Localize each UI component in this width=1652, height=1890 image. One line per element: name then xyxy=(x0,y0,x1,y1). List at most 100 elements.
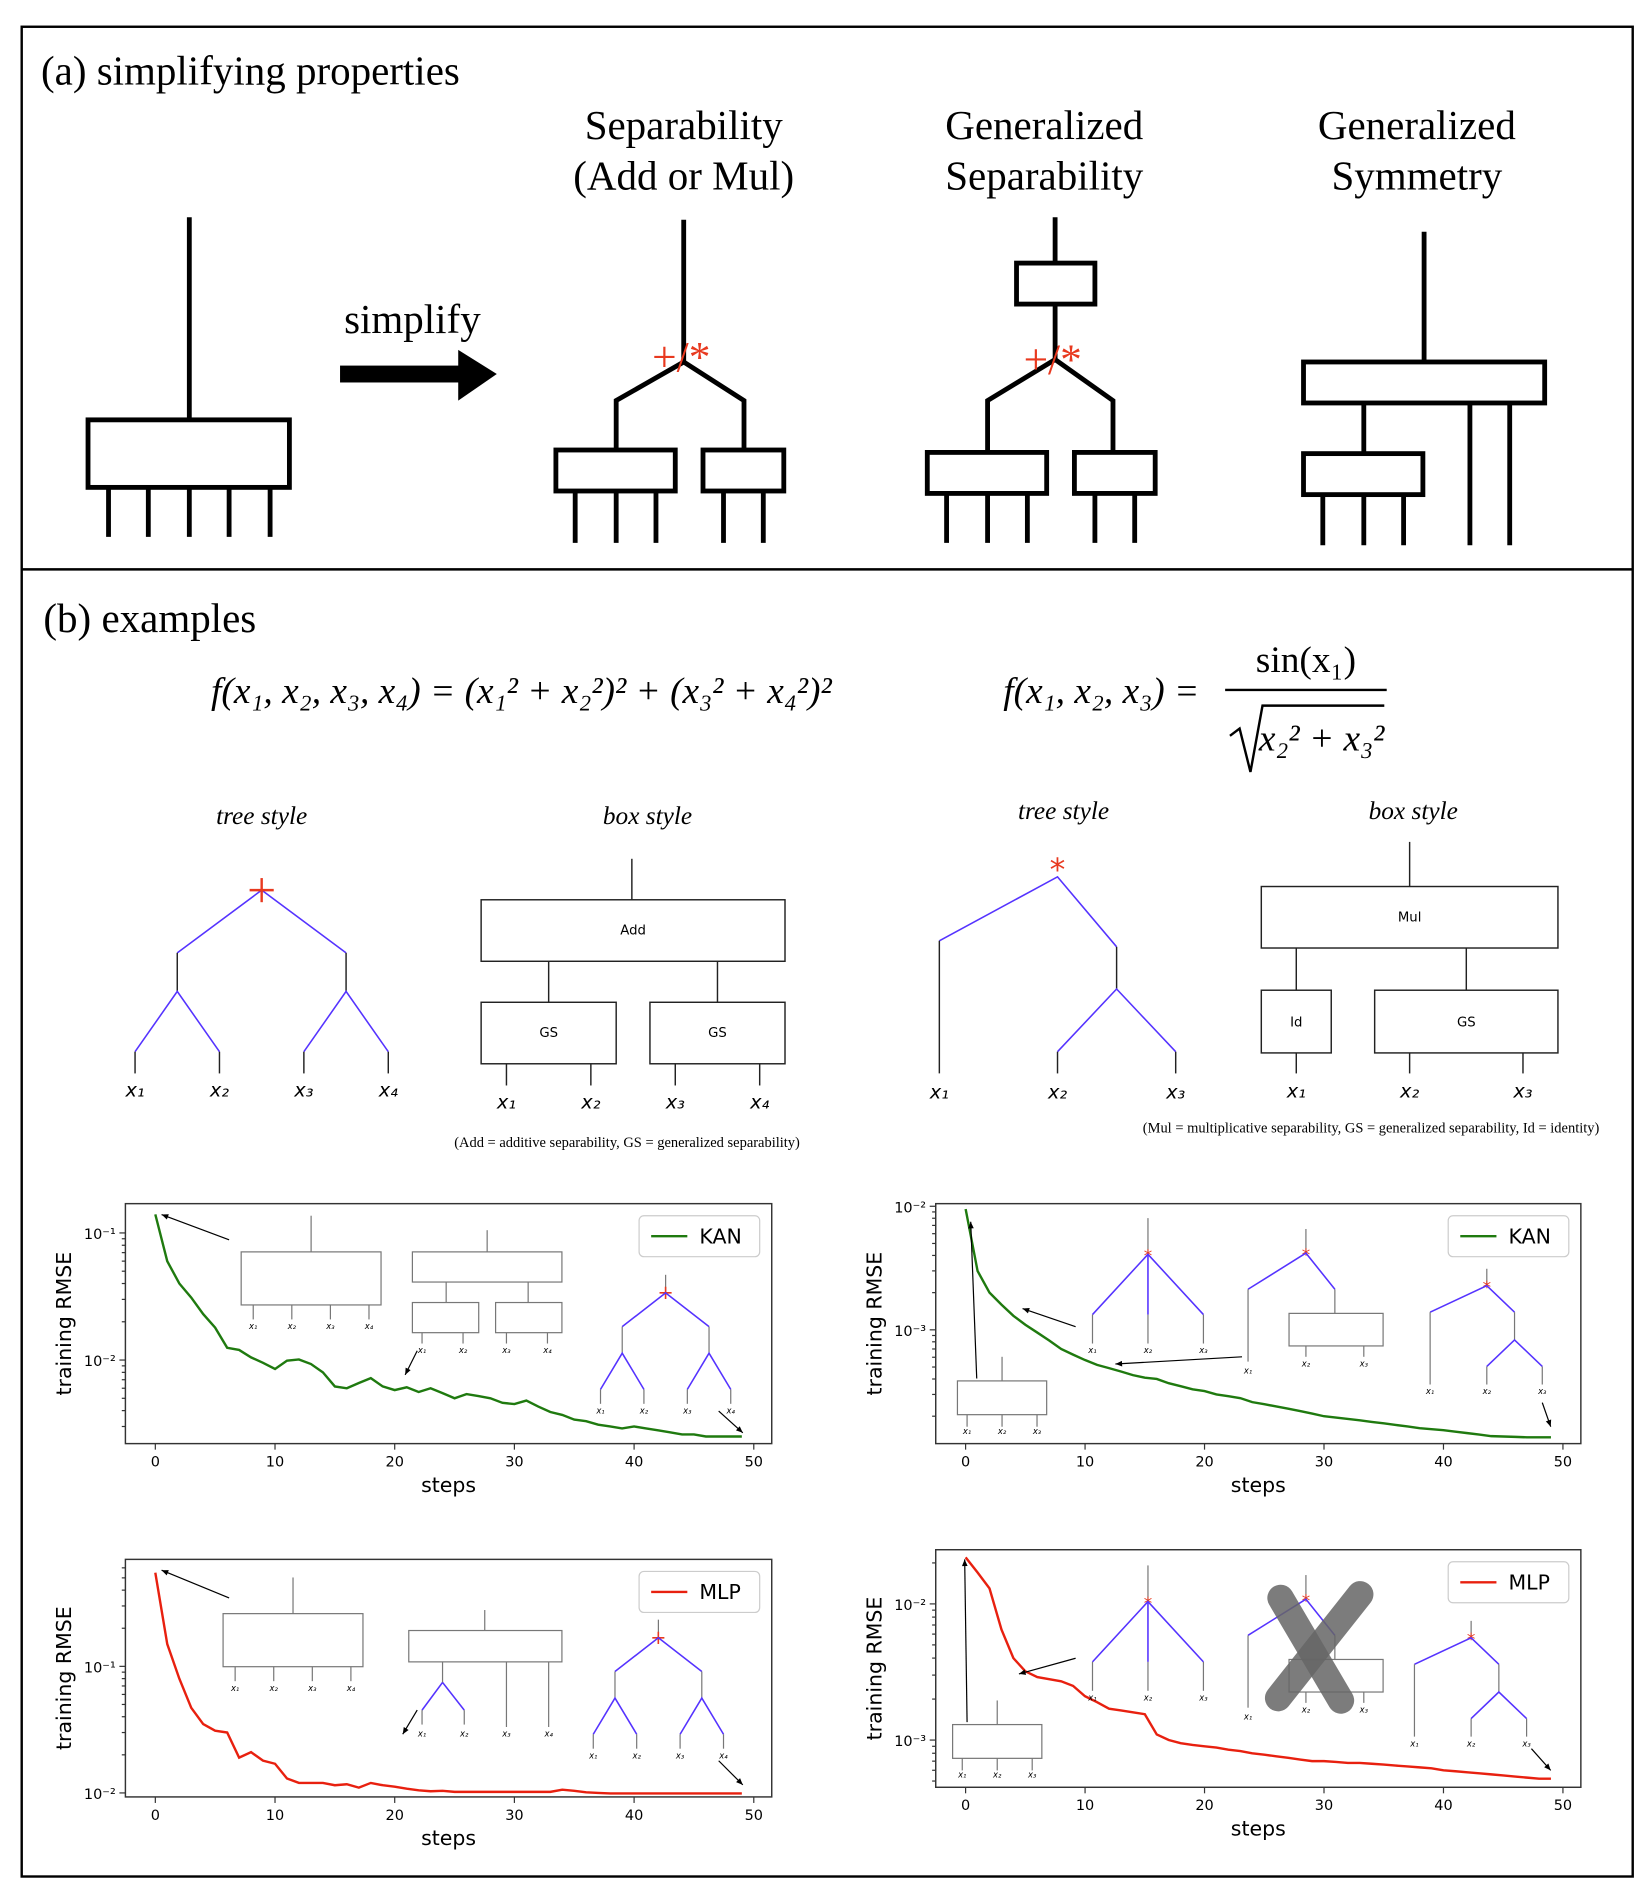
plot-area xyxy=(935,1202,1582,1445)
box-diagram-2: Mul Id GS x₁ x₂ x₃ (Mul = multiplicative… xyxy=(1143,841,1600,1137)
figure-border xyxy=(20,25,1634,1878)
annotation-arrow xyxy=(964,1559,968,1723)
chart-1: 0 10 20 30 40 50 10⁻¹ 10⁻² steps training RMSE KAN xyxy=(52,1202,773,1497)
x-tick-label: 10 xyxy=(266,1808,284,1824)
plot-area xyxy=(124,1202,773,1445)
gs-box-label: GS xyxy=(708,1026,727,1041)
inset-var-label: x₁ xyxy=(588,1750,597,1760)
arrow-head-icon xyxy=(402,1727,409,1735)
inset-tree-edge xyxy=(614,1636,703,1673)
inset-var-label: x₁ xyxy=(1425,1386,1434,1396)
arrow-head-icon xyxy=(1115,1360,1123,1367)
id-box-label: Id xyxy=(1290,1015,1302,1030)
x-tick-label: 20 xyxy=(386,1808,404,1824)
tree-style-label-1: tree style xyxy=(216,802,307,830)
legend: KAN xyxy=(1447,1215,1570,1258)
equation-2-numerator: sin(x₁) xyxy=(1256,640,1356,681)
x-tick-label: 20 xyxy=(386,1455,404,1471)
gs-box-label: GS xyxy=(1457,1015,1476,1030)
legend-label: MLP xyxy=(699,1580,740,1604)
col1-title-2: (Add or Mul) xyxy=(573,153,794,199)
y-tick-label: 10⁻³ xyxy=(894,1324,926,1340)
inset-var-label: x₃ xyxy=(675,1750,685,1760)
var-label: x₁ xyxy=(496,1090,516,1113)
inset-var-label: x₂ xyxy=(1482,1386,1492,1396)
inset-box xyxy=(240,1251,382,1306)
x-tick-label: 0 xyxy=(961,1798,970,1814)
annotation-arrow xyxy=(161,1213,230,1241)
inset-var-label: x₁ xyxy=(1087,1345,1096,1355)
inset-var-label: x₃ xyxy=(682,1405,692,1415)
inset-var-label: x₁ xyxy=(1243,1366,1252,1376)
series-line-mlp xyxy=(154,1572,742,1795)
mul-marker-icon: * xyxy=(1050,852,1066,888)
tree-diagram-2: * x₁ x₂ x₃ xyxy=(929,852,1186,1103)
legend-note-2: (Mul = multiplicative separability, GS =… xyxy=(1143,1121,1600,1137)
var-label: x₃ xyxy=(293,1078,313,1101)
inset-var-label: x₂ xyxy=(1466,1738,1476,1748)
inset-var-label: x₁ xyxy=(417,1729,426,1739)
series-line-kan xyxy=(964,1208,1551,1439)
var-label: x₁ xyxy=(1286,1080,1306,1103)
arrow-head-icon xyxy=(736,1778,743,1785)
var-label: x₃ xyxy=(665,1090,685,1113)
x-tick-label: 40 xyxy=(625,1455,643,1471)
inset-var-label: x₄ xyxy=(364,1321,374,1331)
var-label: x₃ xyxy=(1165,1081,1185,1104)
var-label: x₄ xyxy=(749,1090,769,1113)
inset-box xyxy=(1288,1312,1384,1347)
equation-2-lhs: f(x₁, x₂, x₃) = xyxy=(1003,671,1199,712)
arrow-head-icon xyxy=(1022,1308,1030,1314)
inset-var-label: x₁ xyxy=(1087,1692,1096,1702)
series-line-mlp xyxy=(964,1556,1551,1780)
annotation-arrow xyxy=(970,1221,978,1379)
separability-diagram: +/* xyxy=(553,219,787,543)
legend-box xyxy=(1447,1561,1570,1604)
inset-var-label: x₁ xyxy=(1409,1738,1418,1748)
annotation-arrow xyxy=(1018,1657,1076,1675)
x-tick-label: 0 xyxy=(961,1455,970,1471)
arrow-head-icon xyxy=(735,1426,743,1433)
inset-var-label: x₃ xyxy=(501,1729,511,1739)
annotation-arrow xyxy=(1022,1307,1076,1328)
y-tick-label: 10⁻¹ xyxy=(84,1227,116,1243)
x-tick-label: 0 xyxy=(151,1808,160,1824)
x-tick-label: 30 xyxy=(1315,1455,1333,1471)
var-label: x₂ xyxy=(1399,1080,1419,1103)
x-axis-label: steps xyxy=(421,1826,476,1850)
inset-tree-edge xyxy=(686,1351,732,1390)
var-label: x₄ xyxy=(378,1078,398,1101)
var-label: x₂ xyxy=(1047,1081,1067,1104)
x-axis-label: steps xyxy=(421,1473,476,1497)
x-tick-label: 30 xyxy=(505,1808,523,1824)
inset-box xyxy=(222,1613,364,1668)
x-tick-label: 40 xyxy=(625,1808,643,1824)
inset-tree-edge xyxy=(679,1696,725,1735)
annotation-arrow xyxy=(1115,1356,1243,1365)
inset-tree-edge xyxy=(621,1291,710,1328)
x-tick-label: 50 xyxy=(745,1808,763,1824)
inset-tree-edge xyxy=(599,1351,645,1390)
inset-var-label: x₁ xyxy=(957,1770,966,1780)
inset-var-label: x₂ xyxy=(1143,1692,1153,1702)
inset-var-label: x₂ xyxy=(1301,1705,1311,1715)
chart-4: 0 10 20 30 40 50 10⁻² 10⁻³ steps training RMSE MLP xyxy=(862,1549,1582,1841)
inset-var-label: x₄ xyxy=(346,1683,356,1693)
legend: MLP xyxy=(638,1570,761,1614)
legend-label: KAN xyxy=(699,1224,741,1248)
box-style-label-1: box style xyxy=(603,802,692,830)
x-tick-label: 10 xyxy=(1076,1798,1094,1814)
inset-tree-edge xyxy=(1414,1636,1500,1665)
inset-box xyxy=(411,1301,480,1334)
cross-icon xyxy=(1264,1581,1374,1712)
inset-tree-edge xyxy=(1247,1252,1336,1290)
x-axis-label: steps xyxy=(1231,1473,1286,1497)
inset-var-label: x₁ xyxy=(595,1405,604,1415)
inset-var-label: x₂ xyxy=(639,1405,649,1415)
box-diagram-1: Add GS GS x₁ x₂ x₃ x₄ (Add = additive se… xyxy=(454,858,800,1151)
inset-var-label: x₂ xyxy=(458,1345,468,1355)
add-marker-icon xyxy=(249,878,274,903)
panel-b-title: (b) examples xyxy=(43,595,256,641)
